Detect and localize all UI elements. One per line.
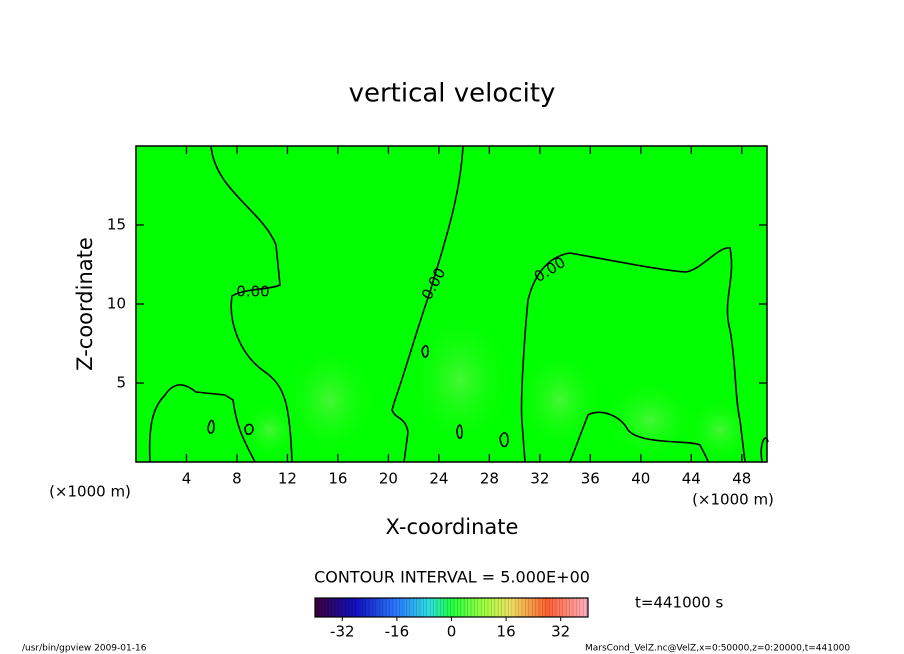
field-shade xyxy=(600,375,700,465)
contour-line xyxy=(520,247,746,463)
colorbar-tick-label: -16 xyxy=(385,623,410,641)
colorbar-tick-label: 32 xyxy=(551,623,570,641)
x-tick-label: 36 xyxy=(581,470,600,488)
colorbar-tick-label: 16 xyxy=(497,623,516,641)
contour-line xyxy=(210,145,293,463)
y-tick-label: 5 xyxy=(116,374,126,392)
chart-title: vertical velocity xyxy=(349,79,556,109)
x-tick-label: 28 xyxy=(480,470,499,488)
x-tick-label: 24 xyxy=(429,470,448,488)
x-unit: (×1000 m) xyxy=(49,483,131,501)
footer-left: /usr/bin/gpview 2009-01-16 xyxy=(22,644,147,654)
field-shade xyxy=(515,345,605,455)
x-tick-label: 4 xyxy=(182,470,192,488)
time-label: t=441000 s xyxy=(635,594,723,612)
field-shade xyxy=(240,400,300,460)
contour-label: 0.00 xyxy=(236,283,269,301)
y-tick-label: 10 xyxy=(107,295,126,313)
x-tick-label: 20 xyxy=(379,470,398,488)
field-shade xyxy=(405,305,515,455)
y-tick-label: 15 xyxy=(107,216,126,234)
field-shade xyxy=(280,340,380,460)
x-tick-label: 44 xyxy=(682,470,701,488)
colorbar-tick-label: 0 xyxy=(447,623,457,641)
y-axis-label: Z-coordinate xyxy=(73,237,97,371)
footer-right: MarsCond_VelZ.nc@VelZ,x=0:50000,z=0:2000… xyxy=(585,644,850,654)
contours xyxy=(148,145,769,463)
contour-line xyxy=(207,344,769,463)
colorbar-fill xyxy=(314,597,589,618)
x-axis-label: X-coordinate xyxy=(386,515,519,539)
x-tick-label: 12 xyxy=(278,470,297,488)
x-tick-label: 16 xyxy=(328,470,347,488)
contour-line xyxy=(391,145,464,463)
contour-line xyxy=(148,384,256,463)
x-tick-label: 48 xyxy=(732,470,751,488)
colorbar-tick-label: -32 xyxy=(330,623,355,641)
field-shade xyxy=(685,395,755,465)
contour-line xyxy=(569,411,709,463)
x-tick-label: 8 xyxy=(232,470,242,488)
colorbar: -32 -16 0 16 32 xyxy=(314,597,589,641)
x-tick-label: 40 xyxy=(631,470,650,488)
x-unit: (×1000 m) xyxy=(692,491,774,509)
x-tick-label: 32 xyxy=(530,470,549,488)
contour-interval: CONTOUR INTERVAL = 5.000E+00 xyxy=(314,568,590,587)
